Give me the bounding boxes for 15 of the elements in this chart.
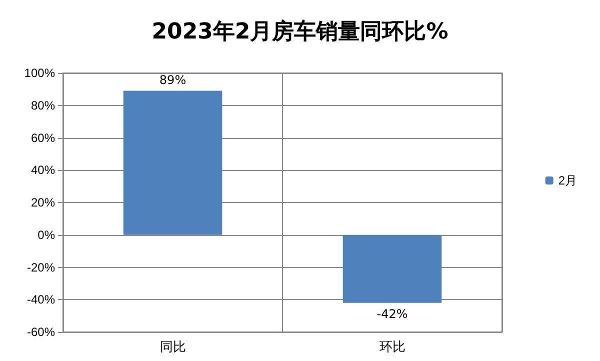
y-tick-label: 20% xyxy=(30,196,56,210)
y-tick-label: 40% xyxy=(30,163,56,178)
data-label: -42% xyxy=(376,306,408,321)
y-tick-label: -40% xyxy=(26,292,56,307)
chart-title: 2023年2月房车销量同环比% xyxy=(152,18,448,44)
data-label: 89% xyxy=(159,72,186,87)
y-tick-label: -20% xyxy=(26,260,56,274)
y-tick-label: -60% xyxy=(26,325,56,339)
y-tick-label: 100% xyxy=(24,66,56,80)
x-tick-label: 环比 xyxy=(379,339,406,354)
legend-label: 2月 xyxy=(558,174,578,188)
y-tick-label: 60% xyxy=(30,130,56,145)
y-tick-label: 80% xyxy=(30,98,56,112)
x-tick-label: 同比 xyxy=(160,339,186,354)
y-tick-label: 0% xyxy=(38,228,56,242)
